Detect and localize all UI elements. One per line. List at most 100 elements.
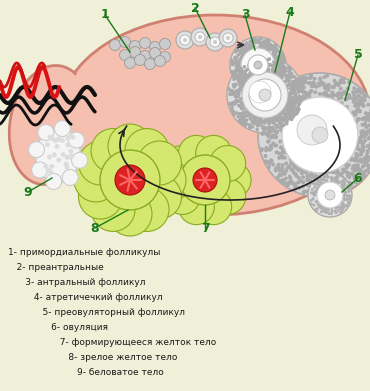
Circle shape	[357, 99, 361, 103]
Circle shape	[350, 172, 354, 176]
Circle shape	[273, 75, 277, 78]
Circle shape	[241, 55, 245, 59]
Circle shape	[298, 101, 302, 104]
Circle shape	[290, 168, 293, 172]
Circle shape	[235, 48, 238, 52]
Circle shape	[124, 57, 135, 68]
Circle shape	[323, 182, 326, 185]
Circle shape	[322, 188, 326, 192]
Circle shape	[342, 185, 345, 188]
Circle shape	[210, 37, 220, 47]
Circle shape	[327, 83, 331, 87]
Circle shape	[243, 76, 247, 79]
Circle shape	[239, 68, 242, 71]
Circle shape	[292, 107, 296, 111]
Circle shape	[248, 124, 252, 127]
Circle shape	[301, 180, 305, 184]
Circle shape	[269, 129, 273, 133]
Circle shape	[287, 79, 291, 83]
Text: 7- формирующееся желток тело: 7- формирующееся желток тело	[8, 338, 216, 347]
Circle shape	[353, 97, 357, 101]
Circle shape	[180, 155, 230, 205]
Circle shape	[294, 99, 297, 102]
Circle shape	[352, 97, 356, 100]
Circle shape	[341, 205, 344, 208]
Circle shape	[32, 162, 48, 178]
Circle shape	[245, 48, 248, 52]
Circle shape	[232, 92, 235, 96]
Circle shape	[280, 125, 283, 128]
Circle shape	[246, 114, 250, 118]
Circle shape	[257, 68, 260, 71]
Circle shape	[314, 174, 318, 178]
Circle shape	[266, 126, 269, 130]
Circle shape	[347, 202, 350, 204]
Circle shape	[256, 40, 259, 44]
Circle shape	[293, 98, 297, 102]
Circle shape	[277, 163, 281, 167]
Circle shape	[275, 118, 278, 122]
Circle shape	[352, 97, 355, 101]
Circle shape	[273, 117, 277, 120]
Circle shape	[230, 89, 233, 93]
Circle shape	[259, 118, 262, 122]
Circle shape	[28, 142, 44, 158]
Circle shape	[278, 152, 281, 156]
Circle shape	[248, 64, 251, 67]
Circle shape	[288, 100, 292, 105]
Circle shape	[155, 56, 165, 66]
Circle shape	[279, 90, 283, 94]
Circle shape	[237, 62, 241, 65]
Circle shape	[282, 57, 285, 61]
Circle shape	[286, 106, 290, 110]
Circle shape	[268, 126, 271, 130]
Circle shape	[268, 76, 271, 80]
Circle shape	[268, 57, 271, 61]
Circle shape	[307, 95, 311, 99]
Circle shape	[343, 198, 346, 201]
Circle shape	[286, 102, 290, 105]
Circle shape	[149, 41, 161, 52]
Circle shape	[283, 181, 287, 185]
Circle shape	[276, 77, 280, 80]
Circle shape	[289, 105, 293, 109]
Circle shape	[339, 207, 342, 210]
Circle shape	[354, 176, 358, 180]
Circle shape	[369, 156, 370, 160]
Circle shape	[366, 144, 370, 148]
Circle shape	[242, 122, 246, 126]
Circle shape	[306, 183, 310, 187]
Circle shape	[277, 62, 281, 66]
Circle shape	[297, 79, 302, 83]
Circle shape	[252, 121, 255, 125]
Text: 2- преантральные: 2- преантральные	[8, 263, 104, 272]
Circle shape	[266, 161, 270, 165]
Circle shape	[341, 92, 345, 96]
Circle shape	[120, 50, 131, 61]
Circle shape	[271, 81, 275, 85]
Circle shape	[43, 164, 48, 169]
Circle shape	[296, 167, 300, 171]
Circle shape	[288, 176, 292, 180]
Circle shape	[314, 189, 317, 192]
Circle shape	[241, 83, 245, 86]
Circle shape	[243, 79, 247, 82]
Circle shape	[342, 178, 345, 181]
Circle shape	[317, 82, 321, 86]
Circle shape	[279, 63, 282, 66]
Circle shape	[336, 181, 339, 184]
Circle shape	[305, 171, 309, 175]
Circle shape	[249, 82, 252, 86]
Circle shape	[266, 160, 270, 164]
Circle shape	[326, 206, 329, 210]
Circle shape	[233, 57, 237, 61]
Circle shape	[263, 60, 267, 63]
Circle shape	[240, 49, 244, 53]
Circle shape	[248, 117, 252, 120]
Circle shape	[232, 75, 236, 79]
Circle shape	[363, 122, 367, 126]
Circle shape	[242, 54, 245, 57]
Circle shape	[243, 110, 246, 114]
Circle shape	[354, 113, 358, 117]
Circle shape	[361, 102, 364, 106]
